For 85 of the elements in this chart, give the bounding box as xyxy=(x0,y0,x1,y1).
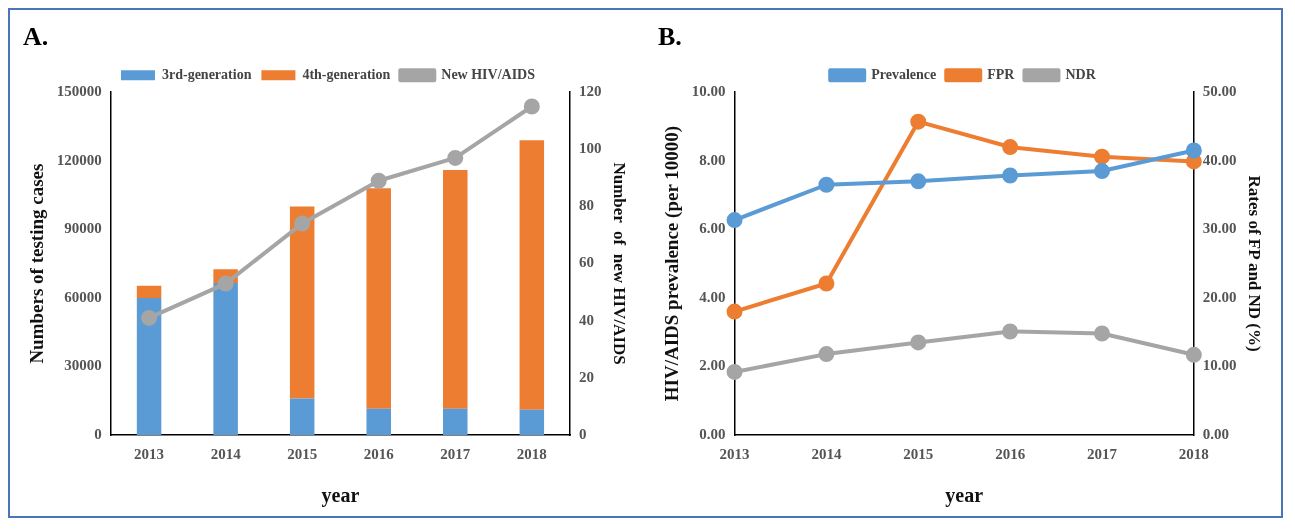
x-axis-title: year xyxy=(321,484,360,508)
legend-label: 4th-generation xyxy=(302,66,391,82)
x-tick-label: 2017 xyxy=(440,445,471,462)
y2-tick-label: 100 xyxy=(578,140,602,157)
bar xyxy=(519,140,544,410)
legend-label: New HIV/AIDS xyxy=(441,66,535,82)
point xyxy=(140,309,157,326)
y2-axis-title: Number of new HIV/AIDS xyxy=(610,162,630,365)
y2-tick-label: 80 xyxy=(578,197,594,214)
y-tick-label: 0.00 xyxy=(699,425,726,442)
y2-tick-label: 30.00 xyxy=(1203,220,1237,237)
y2-tick-label: 20.00 xyxy=(1203,288,1237,305)
y-tick-label: 60000 xyxy=(64,288,102,305)
chart-title: B. xyxy=(658,22,683,52)
point xyxy=(217,275,234,292)
y2-tick-label: 40 xyxy=(578,311,594,328)
y-axis-title: Numbers of testing cases xyxy=(26,163,48,364)
point xyxy=(1002,323,1019,340)
x-tick-label: 2013 xyxy=(133,445,164,462)
point xyxy=(818,346,835,363)
point xyxy=(818,176,835,193)
x-tick-label: 2014 xyxy=(210,445,241,462)
point xyxy=(910,113,927,130)
y-tick-label: 2.00 xyxy=(699,357,726,374)
legend-label: Prevalence xyxy=(871,66,937,82)
y2-tick-label: 120 xyxy=(578,83,602,100)
y-tick-label: 10.00 xyxy=(692,83,726,100)
x-tick-label: 2017 xyxy=(1087,445,1118,462)
x-tick-label: 2018 xyxy=(516,445,547,462)
point xyxy=(1186,346,1203,363)
x-tick-label: 2016 xyxy=(995,445,1026,462)
y-tick-label: 4.00 xyxy=(699,288,726,305)
y-tick-label: 120000 xyxy=(56,151,102,168)
bar xyxy=(442,169,468,409)
bar xyxy=(213,283,238,435)
point xyxy=(293,215,310,232)
bar xyxy=(519,409,544,435)
x-tick-label: 2015 xyxy=(903,445,934,462)
y-tick-label: 90000 xyxy=(64,220,102,237)
point xyxy=(370,172,387,189)
x-tick-label: 2013 xyxy=(719,445,750,462)
bar xyxy=(289,398,315,435)
bar xyxy=(366,188,391,409)
x-tick-label: 2015 xyxy=(286,445,317,462)
point xyxy=(523,98,540,115)
y2-tick-label: 0.00 xyxy=(1203,425,1230,442)
point xyxy=(726,363,743,380)
bar xyxy=(136,297,162,435)
point xyxy=(818,275,835,292)
bar xyxy=(442,408,468,435)
legend-label: 3rd-generation xyxy=(161,66,252,82)
chart-title: A. xyxy=(22,22,49,52)
y2-tick-label: 50.00 xyxy=(1203,83,1237,100)
y-tick-label: 6.00 xyxy=(699,220,726,237)
x-axis-title: year xyxy=(945,484,984,508)
y-tick-label: 0 xyxy=(94,425,102,442)
legend-label: FPR xyxy=(987,66,1016,82)
x-tick-label: 2014 xyxy=(811,445,843,462)
legend-label: NDR xyxy=(1065,66,1097,82)
bar xyxy=(289,206,315,399)
y2-tick-label: 20 xyxy=(578,368,594,385)
y2-tick-label: 0 xyxy=(578,425,587,442)
y-tick-label: 150000 xyxy=(56,83,102,100)
point xyxy=(910,173,927,190)
x-tick-label: 2016 xyxy=(363,445,394,462)
y-axis-title: HIV/AIDS prevalence (per 10000) xyxy=(661,125,684,402)
point xyxy=(726,212,743,229)
y-tick-label: 30000 xyxy=(64,357,102,374)
point xyxy=(447,149,464,166)
point xyxy=(1094,163,1111,180)
point xyxy=(1186,142,1203,159)
point xyxy=(1002,167,1019,184)
point xyxy=(726,303,743,320)
y-tick-label: 8.00 xyxy=(699,151,726,168)
y2-tick-label: 40.00 xyxy=(1203,151,1237,168)
y2-tick-label: 10.00 xyxy=(1203,357,1237,374)
y2-axis-title: Rates of FP and ND (%) xyxy=(1245,175,1265,352)
y2-tick-label: 60 xyxy=(578,254,594,271)
point xyxy=(1094,325,1111,342)
bar xyxy=(136,285,162,298)
bar xyxy=(366,408,391,435)
point xyxy=(910,334,927,351)
point xyxy=(1094,148,1111,165)
x-tick-label: 2018 xyxy=(1179,445,1210,462)
point xyxy=(1002,139,1019,156)
